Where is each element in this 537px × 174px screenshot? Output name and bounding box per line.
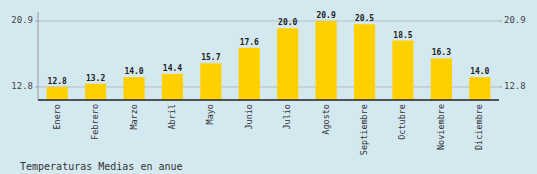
bar bbox=[162, 74, 183, 100]
bar bbox=[123, 77, 144, 100]
bar bbox=[239, 48, 260, 100]
data-label: 12.8 bbox=[48, 77, 67, 86]
category-label: Marzo bbox=[129, 104, 139, 130]
category-label: Mayo bbox=[205, 104, 215, 124]
y-axis bbox=[38, 12, 39, 100]
tick-mark bbox=[35, 86, 38, 87]
category-label: Junio bbox=[244, 104, 254, 130]
bar bbox=[354, 24, 375, 100]
data-label: 18.5 bbox=[393, 31, 412, 40]
bar bbox=[316, 21, 337, 100]
grid-line bbox=[38, 20, 499, 21]
data-label: 20.0 bbox=[278, 18, 297, 27]
title: Temperaturas Medias en anue bbox=[20, 161, 183, 172]
tick-mark bbox=[499, 86, 502, 87]
x-axis bbox=[38, 99, 499, 100]
bar bbox=[431, 58, 452, 100]
tick-label: 20.9 bbox=[504, 15, 526, 25]
category-label: Octubre bbox=[397, 104, 407, 140]
grid-line bbox=[38, 86, 499, 87]
tick-mark bbox=[35, 20, 38, 21]
category-label: Diciembre bbox=[474, 104, 484, 150]
bar bbox=[277, 28, 298, 100]
bar bbox=[392, 41, 413, 100]
bar bbox=[200, 63, 221, 100]
data-label: 20.9 bbox=[316, 11, 335, 20]
category-label: Noviembre bbox=[436, 104, 446, 150]
tick-label: 12.8 bbox=[11, 81, 33, 91]
category-label: Enero bbox=[52, 104, 62, 130]
data-label: 17.6 bbox=[240, 38, 259, 47]
category-label: Febrero bbox=[90, 104, 100, 140]
category-label: Septiembre bbox=[359, 104, 369, 155]
chart: 12.8 12.8 20.9 20.9 12.8 13.2 14.0 14.4 15.7 17.6… bbox=[0, 0, 537, 174]
bars bbox=[47, 21, 491, 100]
background bbox=[0, 0, 537, 174]
tick-label: 12.8 bbox=[504, 81, 526, 91]
data-label: 14.0 bbox=[124, 67, 143, 76]
category-label: Abril bbox=[167, 104, 177, 130]
category-label: Agosto bbox=[321, 104, 331, 135]
bar bbox=[85, 84, 106, 100]
data-label: 20.5 bbox=[355, 14, 374, 23]
category-label: Julio bbox=[282, 104, 292, 130]
bar bbox=[469, 77, 490, 100]
tick-mark bbox=[499, 20, 502, 21]
bar bbox=[47, 87, 68, 100]
data-label: 13.2 bbox=[86, 74, 105, 83]
data-label: 15.7 bbox=[201, 53, 220, 62]
data-label: 16.3 bbox=[432, 48, 451, 57]
data-label: 14.0 bbox=[470, 67, 489, 76]
tick-label: 20.9 bbox=[11, 15, 33, 25]
data-label: 14.4 bbox=[163, 64, 182, 73]
